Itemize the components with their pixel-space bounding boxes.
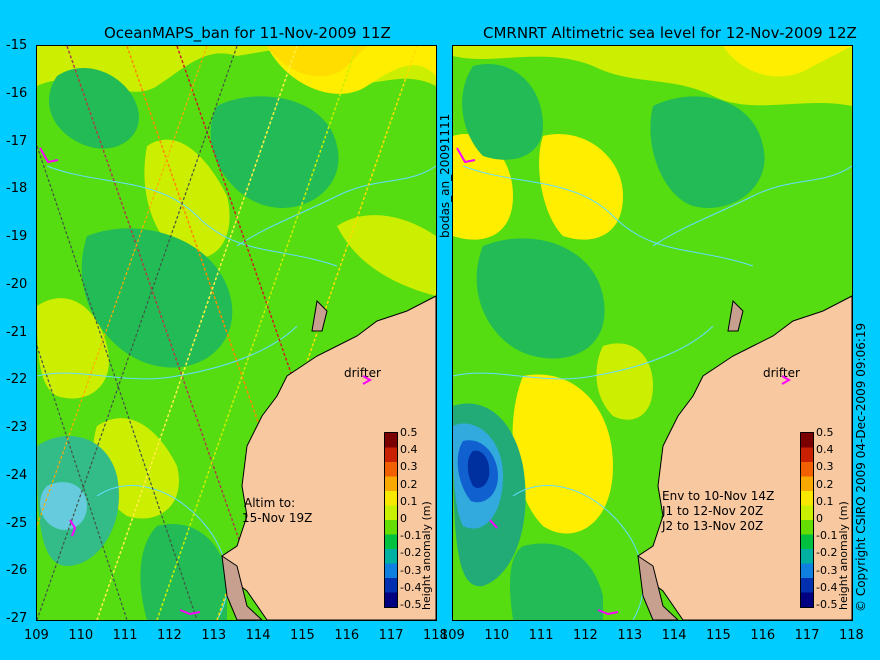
left-altim-label: Altim to: [244, 496, 296, 510]
longitude-tick-label: 109 [24, 628, 49, 643]
colorbar-tick-label: -0.3 [816, 563, 838, 577]
longitude-tick-label: 113 [617, 628, 643, 643]
right-env-line-3: J2 to 13-Nov 20Z [662, 519, 764, 533]
latitude-tick-label: -19 [6, 229, 28, 244]
left-map-graphic [37, 46, 436, 620]
latitude-tick-label: -25 [6, 515, 28, 531]
latitude-tick-label: -15 [6, 38, 28, 53]
colorbar-tick-label: -0.2 [816, 546, 838, 560]
colorbar-tick-label: 0.5 [816, 426, 834, 439]
right-colorbar-gradient [801, 433, 813, 607]
left-colorbar-label: height anomaly (m) [420, 501, 433, 610]
latitude-tick-label: -21 [6, 324, 28, 340]
longitude-tick-label: 111 [528, 628, 554, 643]
right-colorbar-label: height anomaly (m) [837, 501, 850, 610]
colorbar-tick-label: -0.4 [816, 580, 838, 594]
latitude-tick-label: -23 [6, 420, 28, 435]
longitude-tick-label: 116 [750, 628, 776, 643]
colorbar-tick-label: 0 [400, 512, 407, 525]
right-map-title: CMRNRT Altimetric sea level for 12-Nov-2… [483, 24, 857, 42]
copyright: © Copyright CSIRO 2009 04-Dec-2009 09:06… [854, 322, 868, 612]
colorbar-tick-label: 0.2 [816, 477, 834, 491]
left-drifter-label: drifter [344, 366, 381, 380]
colorbar-tick-label: 0.5 [400, 426, 418, 439]
longitude-tick-label: 110 [484, 628, 510, 643]
latitude-tick-label: -18 [6, 181, 28, 197]
longitude-tick-label: 117 [378, 628, 404, 643]
longitude-tick-label: 118 [839, 628, 864, 643]
latitude-tick-label: -16 [6, 85, 28, 101]
colorbar-tick-label: -0.1 [400, 529, 422, 543]
latitude-tick-label: -27 [6, 611, 28, 626]
longitude-tick-label: 115 [290, 628, 315, 643]
longitude-tick-label: 118 [423, 628, 448, 643]
longitude-tick-label: 114 [245, 628, 271, 643]
longitude-tick-label: 113 [201, 628, 227, 643]
longitude-tick-label: 109 [440, 628, 465, 643]
colorbar-tick-label: -0.5 [816, 598, 838, 611]
latitude-tick-label: -22 [6, 372, 28, 388]
colorbar-tick-label: 0.1 [400, 494, 418, 508]
longitude-tick-label: 117 [794, 628, 820, 643]
longitude-tick-label: 116 [334, 628, 360, 643]
colorbar-tick-label: -0.5 [400, 598, 422, 611]
right-drifter-label: drifter [763, 366, 800, 380]
left-colorbar [384, 432, 398, 608]
colorbar-tick-label: 0.3 [816, 460, 834, 474]
longitude-tick-label: 112 [573, 628, 598, 643]
right-map-graphic [453, 46, 852, 620]
longitude-tick-label: 114 [661, 628, 687, 643]
longitude-tick-label: 112 [157, 628, 182, 643]
colorbar-tick-label: 0.4 [816, 443, 834, 457]
left-colorbar-gradient [385, 433, 397, 607]
side-label: bodas_an_20091111 [438, 113, 452, 238]
right-env-line-2: J1 to 12-Nov 20Z [662, 504, 764, 518]
colorbar-tick-label: -0.3 [400, 563, 422, 577]
colorbar-tick-label: 0.4 [400, 443, 418, 457]
longitude-tick-label: 115 [706, 628, 731, 643]
latitude-tick-label: -17 [6, 133, 28, 149]
right-map-panel [452, 45, 853, 621]
right-colorbar [800, 432, 814, 608]
left-map-title: OceanMAPS_ban for 11-Nov-2009 11Z [104, 24, 391, 42]
colorbar-tick-label: -0.2 [400, 546, 422, 560]
right-env-line-1: Env to 10-Nov 14Z [662, 489, 775, 503]
longitude-tick-label: 111 [112, 628, 138, 643]
colorbar-tick-label: 0 [816, 512, 823, 525]
colorbar-tick-label: -0.4 [400, 580, 422, 594]
colorbar-tick-label: 0.2 [400, 477, 418, 491]
left-map-panel [36, 45, 437, 621]
longitude-tick-label: 110 [68, 628, 94, 643]
latitude-tick-label: -20 [6, 276, 28, 292]
colorbar-tick-label: 0.1 [816, 494, 834, 508]
latitude-tick-label: -26 [6, 563, 28, 579]
left-altim-date: 15-Nov 19Z [242, 511, 313, 525]
colorbar-tick-label: 0.3 [400, 460, 418, 474]
latitude-tick-label: -24 [6, 467, 28, 483]
colorbar-tick-label: -0.1 [816, 529, 838, 543]
